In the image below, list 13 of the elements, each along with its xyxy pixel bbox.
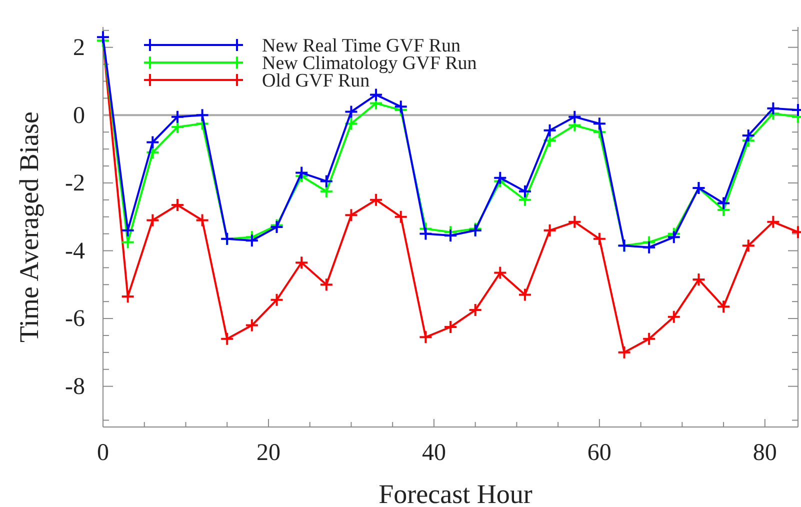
y-tick-label: 2 — [73, 35, 85, 62]
y-tick-label: -8 — [65, 374, 85, 400]
x-tick-label: 20 — [256, 440, 280, 466]
y-tick-label: -4 — [65, 238, 85, 264]
y-tick-label: -2 — [65, 170, 85, 197]
x-tick-label: 0 — [97, 440, 109, 466]
y-tick-label: 0 — [73, 102, 85, 129]
y-axis-title: Time Averaged Biase — [14, 112, 44, 342]
x-tick-label: 80 — [752, 440, 777, 466]
y-tick-label: -6 — [65, 306, 85, 332]
x-axis-title: Forecast Hour — [378, 479, 532, 507]
x-tick-label: 60 — [587, 440, 612, 466]
x-tick-label: 40 — [422, 440, 446, 466]
